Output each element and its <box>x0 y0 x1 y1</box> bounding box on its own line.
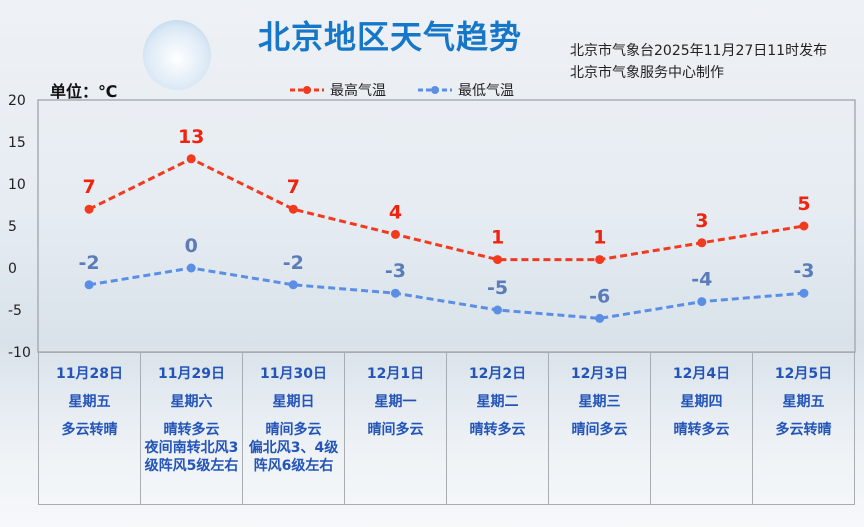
day-weather: 晴间多云 <box>571 422 628 438</box>
y-tick-label: -10 <box>8 345 31 361</box>
legend-low-label: 最低气温 <box>458 83 514 99</box>
legend-high-label: 最高气温 <box>330 83 386 99</box>
day-weather: 晴间多云 偏北风3、4级阵风6级左右 <box>248 422 339 474</box>
data-point <box>697 297 707 307</box>
day-weekday: 星期三 <box>578 394 621 410</box>
data-label: -5 <box>487 277 508 299</box>
day-weather: 晴间多云 <box>367 422 424 438</box>
day-date: 11月28日 <box>56 366 123 382</box>
day-cell: 12月3日星期三晴间多云 <box>548 352 651 505</box>
legend-low: 最低气温 <box>418 80 514 100</box>
data-point <box>390 229 400 239</box>
y-tick-label: 15 <box>8 135 26 151</box>
day-weather: 多云转晴 <box>61 422 118 438</box>
data-label: -4 <box>691 269 712 291</box>
forecast-table: 11月28日 星期五 多云转晴 11月29日 星期六 晴转多云 夜间南转北风3级阵风5级左右… <box>38 352 855 505</box>
data-point <box>288 280 298 290</box>
day-date: 12月5日 <box>774 366 833 382</box>
data-label: -3 <box>793 260 814 282</box>
data-point <box>697 238 707 248</box>
day-cell: 12月1日星期一晴间多云 <box>344 352 447 505</box>
day-weather: 晴转多云 <box>673 422 730 438</box>
day-date: 11月29日 <box>158 366 225 382</box>
series-line-high <box>88 157 805 262</box>
data-label: 7 <box>287 176 300 198</box>
day-cell: 11月28日 星期五多云转晴 <box>38 352 141 505</box>
legend-low-marker <box>418 86 452 94</box>
y-tick-label: 20 <box>8 93 26 109</box>
day-weekday: 星期一 <box>374 394 417 410</box>
data-point <box>595 313 605 323</box>
data-point <box>493 305 503 315</box>
data-label: 1 <box>593 227 606 249</box>
day-date: 12月2日 <box>468 366 527 382</box>
producer-info: 北京市气象服务中心制作 <box>570 65 724 81</box>
data-label: 13 <box>178 126 204 148</box>
unit-label: 单位：℃ <box>50 82 118 101</box>
legend-high: 最高气温 <box>290 80 386 100</box>
data-point <box>493 255 503 265</box>
day-weather: 多云转晴 <box>775 422 832 438</box>
data-point <box>390 288 400 298</box>
data-label: -2 <box>283 252 304 274</box>
day-weather: 晴转多云 夜间南转北风3级阵风5级左右 <box>144 422 239 474</box>
data-label: 3 <box>695 210 708 232</box>
data-label: 5 <box>797 193 810 215</box>
day-date: 12月4日 <box>672 366 731 382</box>
data-label: 1 <box>491 227 504 249</box>
data-label: 7 <box>82 176 95 198</box>
y-tick-label: 0 <box>8 261 17 277</box>
data-point <box>799 288 809 298</box>
data-point <box>84 280 94 290</box>
day-date: 12月1日 <box>366 366 425 382</box>
y-tick-label: 5 <box>8 219 17 235</box>
day-cell: 11月30日 星期日晴间多云 偏北风3、4级阵风6级左右 <box>242 352 345 505</box>
data-point <box>186 154 196 164</box>
data-point <box>288 204 298 214</box>
plot-area <box>37 99 856 353</box>
day-date: 11月30日 <box>260 366 327 382</box>
day-weekday: 星期二 <box>476 394 519 410</box>
day-weekday: 星期五 <box>782 394 825 410</box>
legend-high-marker <box>290 86 324 94</box>
day-cell: 12月4日星期四晴转多云 <box>650 352 753 505</box>
day-weekday: 星期四 <box>680 394 723 410</box>
data-point <box>186 263 196 273</box>
day-weekday: 星期五 <box>68 394 111 410</box>
day-cell: 12月5日星期五多云转晴 <box>752 352 855 505</box>
y-tick-label: -5 <box>8 303 22 319</box>
data-label: -3 <box>385 260 406 282</box>
data-label: -2 <box>79 252 100 274</box>
y-tick-label: 10 <box>8 177 26 193</box>
day-cell: 11月29日 星期六晴转多云 夜间南转北风3级阵风5级左右 <box>140 352 243 505</box>
day-weekday: 星期日 <box>272 394 315 410</box>
day-weekday: 星期六 <box>170 394 213 410</box>
publish-info: 北京市气象台2025年11月27日11时发布 <box>570 43 828 59</box>
day-cell: 12月2日星期二晴转多云 <box>446 352 549 505</box>
data-label: 0 <box>185 235 198 257</box>
meteorological-service-logo <box>143 20 211 90</box>
data-label: 4 <box>389 201 402 223</box>
page-title: 北京地区天气趋势 <box>258 18 523 56</box>
data-point <box>799 221 809 231</box>
day-date: 12月3日 <box>570 366 629 382</box>
data-point <box>595 255 605 265</box>
day-weather: 晴转多云 <box>469 422 526 438</box>
data-point <box>84 204 94 214</box>
data-label: -6 <box>589 285 610 307</box>
